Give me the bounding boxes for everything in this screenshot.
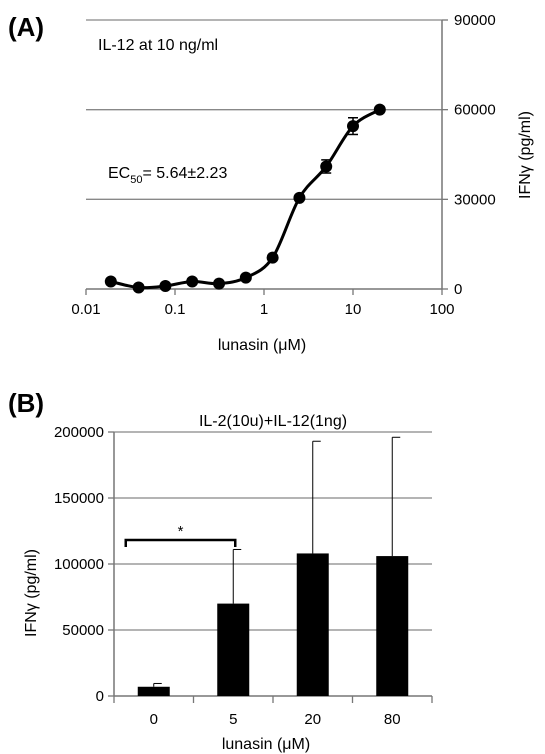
panel-a-data-point bbox=[320, 160, 333, 173]
panel-b-bar bbox=[296, 553, 329, 696]
panel-b: (B) IL-2(10u)+IL-12(1ng) 0 50000 100000 150… bbox=[8, 388, 433, 753]
panel-a-data-point bbox=[347, 120, 359, 133]
panel-b-y-tick-label: 0 bbox=[96, 688, 104, 705]
panel-a-x-tick-label: 0.01 bbox=[71, 301, 100, 318]
significance-bracket: * bbox=[124, 523, 237, 547]
significance-bracket-line bbox=[124, 538, 237, 547]
panel-b-y-tick-label: 50000 bbox=[62, 622, 104, 639]
panel-a-y-tick-label: 0 bbox=[454, 281, 462, 298]
panel-b-x-axis-title: lunasin (μM) bbox=[222, 736, 310, 753]
significance-star: * bbox=[178, 523, 184, 540]
panel-a-data-point bbox=[373, 103, 386, 116]
panel-b-x-tick-label: 0 bbox=[150, 711, 158, 728]
panel-b-title: IL-2(10u)+IL-12(1ng) bbox=[199, 413, 347, 430]
panel-a-x-tick-label: 0.1 bbox=[165, 301, 186, 318]
panel-a-data-point bbox=[266, 251, 279, 264]
panel-b-y-tick-label: 150000 bbox=[54, 490, 104, 507]
panel-b-bars: 0 5 20 80 bbox=[113, 436, 433, 728]
panel-b-y-tick-label: 100000 bbox=[54, 556, 104, 573]
panel-a-x-ticks: 0.01 0.1 1 10 100 bbox=[71, 289, 455, 318]
panel-b-y-ticks: 0 50000 100000 150000 200000 bbox=[54, 424, 114, 705]
panel-b-x-tick-label: 80 bbox=[384, 711, 401, 728]
panel-b-bar bbox=[137, 686, 170, 696]
panel-a-data-point bbox=[132, 281, 145, 294]
panel-a-y-tick-label: 90000 bbox=[454, 12, 496, 29]
panel-b-x-tick-label: 5 bbox=[229, 711, 237, 728]
panel-a-data-point bbox=[104, 275, 117, 288]
panel-a-data-point bbox=[159, 280, 172, 293]
panel-b-label: (B) bbox=[8, 388, 44, 418]
panel-a-data-point bbox=[213, 277, 226, 290]
panel-a-x-tick-label: 10 bbox=[345, 301, 362, 318]
panel-b-bar bbox=[217, 603, 250, 696]
panel-a-y-axis-title: IFNγ (pg/ml) bbox=[517, 111, 534, 199]
panel-b-x-tick-label: 20 bbox=[304, 711, 321, 728]
panel-a-y-tick-label: 60000 bbox=[454, 102, 496, 119]
panel-a-annotation: IL-12 at 10 ng/ml bbox=[98, 37, 218, 54]
panel-a-y-ticks: 0 30000 60000 90000 bbox=[442, 12, 496, 298]
panel-a-label: (A) bbox=[8, 12, 44, 42]
panel-b-y-tick-label: 200000 bbox=[54, 424, 104, 441]
panel-a: (A) 0.01 0.1 1 10 100 0 30000 60000 90000 IL-12… bbox=[8, 12, 534, 354]
panel-b-y-axis-title: IFNγ (pg/ml) bbox=[23, 549, 40, 637]
panel-a-x-tick-label: 100 bbox=[429, 301, 454, 318]
panel-a-x-tick-label: 1 bbox=[260, 301, 268, 318]
panel-a-data-point bbox=[186, 275, 199, 288]
panel-b-bar bbox=[376, 556, 409, 696]
panel-a-data-point bbox=[293, 191, 306, 204]
ec50-annotation: EC50= 5.64±2.23 bbox=[108, 165, 227, 186]
panel-a-y-tick-label: 30000 bbox=[454, 191, 496, 208]
panel-a-data-point bbox=[239, 271, 252, 284]
panel-a-x-axis-title: lunasin (μM) bbox=[218, 337, 306, 354]
panel-a-series bbox=[104, 103, 386, 294]
